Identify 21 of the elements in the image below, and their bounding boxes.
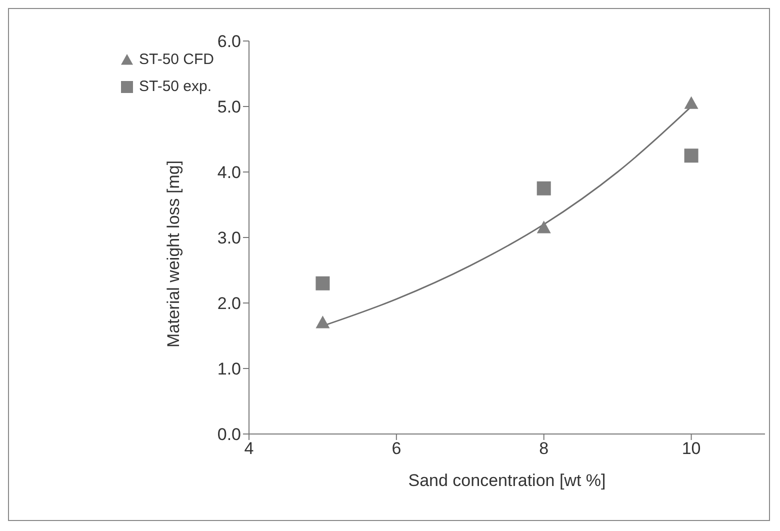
legend-label: ST-50 exp.	[139, 78, 212, 95]
point	[316, 276, 330, 290]
y-axis-title: Material weight loss [mg]	[164, 160, 184, 348]
y-tick-label: 2.0	[217, 294, 241, 314]
y-tick-label: 0.0	[217, 425, 241, 444]
legend-label: ST-50 CFD	[139, 51, 214, 68]
x-tick-label: 8	[539, 439, 549, 458]
x-tick-label: 6	[392, 439, 402, 458]
point	[684, 96, 698, 109]
y-tick-label: 3.0	[217, 228, 241, 248]
x-tick-label: 10	[682, 439, 701, 458]
point	[536, 181, 551, 196]
point	[316, 316, 330, 328]
y-tick-label: 4.0	[217, 163, 241, 182]
y-tick-label: 5.0	[217, 98, 241, 117]
x-tick-label: 4	[244, 439, 254, 458]
x-axis-title: Sand concentration [wt %]	[408, 471, 606, 490]
point	[536, 220, 551, 234]
point	[684, 148, 698, 163]
y-tick-label: 1.0	[217, 360, 241, 379]
y-tick-label: 6.0	[217, 32, 241, 52]
